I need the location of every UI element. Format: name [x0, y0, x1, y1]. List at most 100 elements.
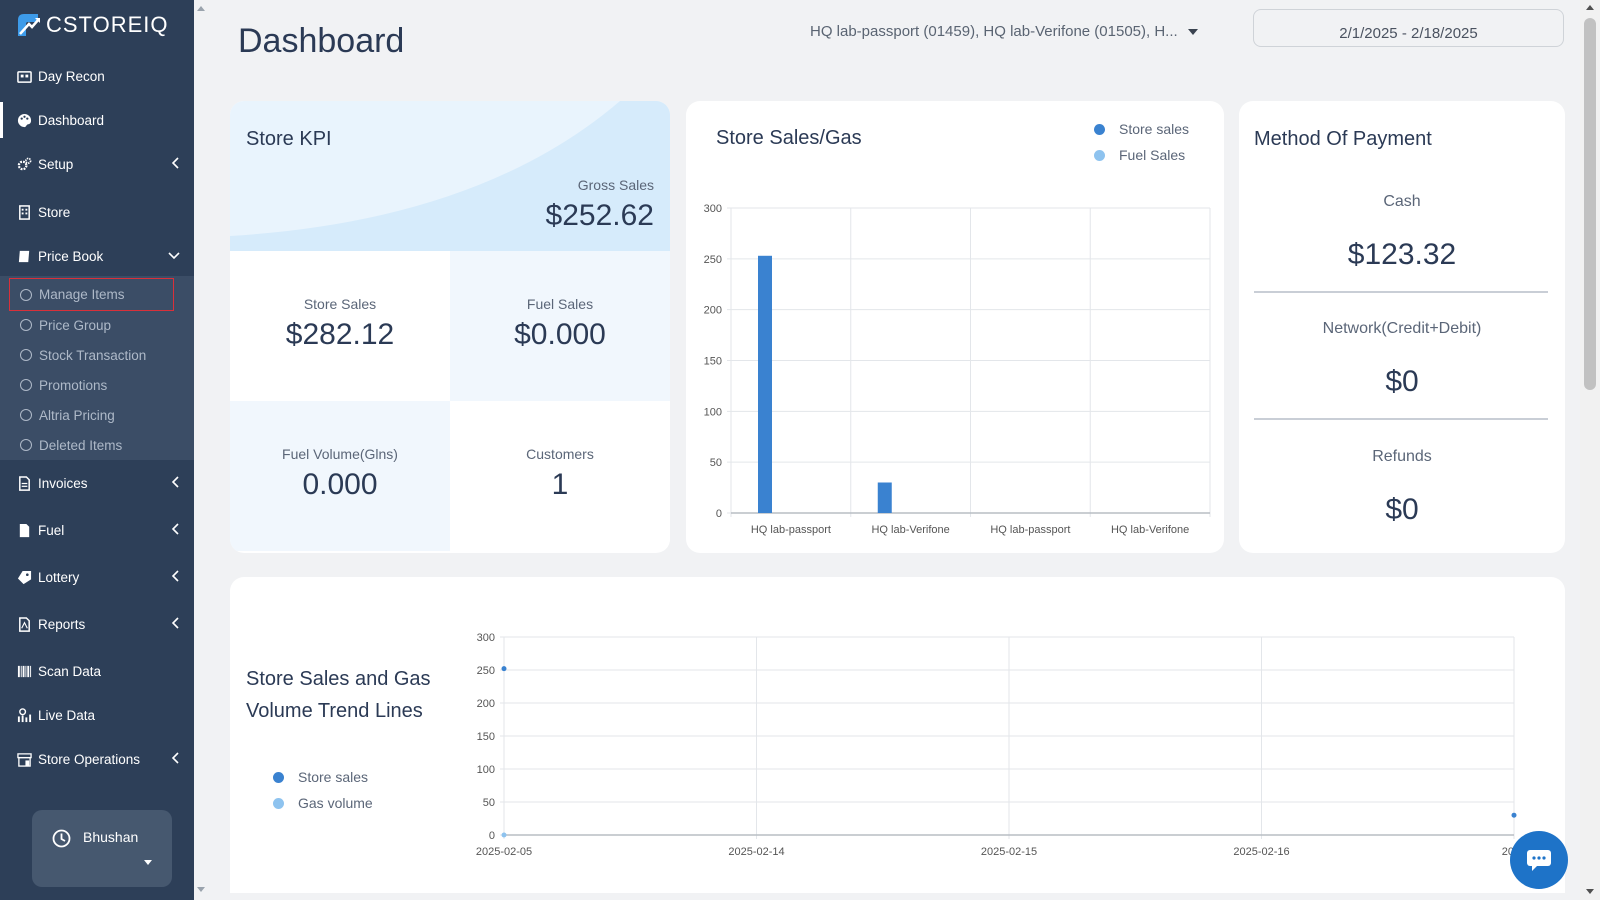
submenu-item-promotions[interactable]: Promotions — [0, 371, 194, 399]
sidebar-item-label: Reports — [38, 616, 86, 632]
trend-lines-card: Store Sales and Gas Volume Trend Lines S… — [230, 577, 1565, 893]
submenu-item-label: Manage Items — [39, 287, 125, 302]
chevron-left-icon — [171, 570, 179, 582]
user-name: Bhushan — [83, 829, 139, 845]
store-selector-value: HQ lab-passport (01459), HQ lab-Verifone… — [810, 23, 1178, 40]
scroll-up-icon[interactable] — [1586, 5, 1594, 10]
network-value: $0 — [1385, 365, 1419, 398]
submenu-item-deleted-items[interactable]: Deleted Items — [0, 431, 194, 459]
submenu-item-altria-pricing[interactable]: Altria Pricing — [0, 401, 194, 429]
fuel-sales-tile: Fuel Sales $0.000 — [450, 251, 670, 401]
circle-icon — [20, 439, 32, 451]
chevron-left-icon — [171, 476, 179, 488]
logo-icon — [18, 14, 40, 36]
y-tick-label: 0 — [489, 830, 495, 842]
barcode-icon — [17, 665, 32, 677]
page-title: Dashboard — [238, 22, 405, 60]
sidebar-item-invoices[interactable]: Invoices — [0, 465, 194, 501]
fuel-volume-value: 0.000 — [302, 468, 378, 501]
scrollbar-thumb[interactable] — [1584, 18, 1596, 390]
page-scrollbar[interactable] — [1580, 0, 1600, 900]
chevron-left-icon — [171, 523, 179, 535]
sidebar-item-live-data[interactable]: Live Data — [0, 697, 194, 733]
sidebar-item-label: Setup — [38, 156, 74, 172]
scroll-down-icon[interactable] — [1586, 889, 1594, 894]
network-label: Network(Credit+Debit) — [1322, 320, 1482, 337]
scroll-up-icon[interactable] — [197, 6, 205, 11]
store-selector[interactable]: HQ lab-passport (01459), HQ lab-Verifone… — [810, 23, 1198, 40]
sidebar-item-label: Invoices — [38, 475, 88, 491]
submenu-item-label: Deleted Items — [39, 437, 123, 453]
sidebar-item-label: Dashboard — [38, 112, 105, 128]
brand-logo[interactable]: CSTOREIQ — [16, 10, 169, 40]
cash-label: Cash — [1383, 193, 1421, 210]
user-menu[interactable]: Bhushan — [32, 810, 172, 887]
sidebar-item-day-recon[interactable]: Day Recon — [0, 58, 194, 94]
sidebar-item-fuel[interactable]: Fuel — [0, 512, 194, 548]
caret-down-icon[interactable] — [144, 860, 152, 865]
history-icon — [52, 829, 71, 848]
invoice-icon — [19, 475, 30, 491]
circle-icon — [20, 379, 32, 391]
bar — [758, 255, 772, 514]
sidebar-item-setup[interactable]: Setup — [0, 146, 194, 182]
store-sales-gas-card: Store Sales/Gas Store sales Fuel Sales 0… — [686, 101, 1224, 553]
legend-item-store-sales[interactable]: Store sales — [1094, 121, 1189, 137]
calendar-icon — [17, 70, 32, 83]
sidebar-item-dashboard[interactable]: Dashboard — [0, 102, 194, 138]
legend-item-store-sales[interactable]: Store sales — [273, 769, 368, 785]
submenu-item-stock-transaction[interactable]: Stock Transaction — [0, 341, 194, 369]
sidebar-item-label: Day Recon — [38, 68, 105, 84]
payment-card-title: Method Of Payment — [1254, 128, 1432, 150]
sidebar-item-lottery[interactable]: Lottery — [0, 559, 194, 595]
scroll-down-icon[interactable] — [197, 887, 205, 892]
chevron-left-icon — [171, 617, 179, 629]
y-tick-label: 200 — [704, 305, 722, 317]
date-range-picker[interactable]: 2/1/2025 - 2/18/2025 — [1253, 9, 1564, 47]
store-kpi-card: Store KPI Gross Sales $252.62 Store Sale… — [230, 101, 670, 553]
sidebar-item-reports[interactable]: Reports — [0, 606, 194, 642]
legend-item-gas-volume[interactable]: Gas volume — [273, 795, 373, 811]
legend-dot-icon — [1094, 149, 1105, 161]
submenu-item-manage-items[interactable]: Manage Items — [8, 277, 175, 312]
y-tick-label: 200 — [477, 698, 495, 710]
fuel-volume-label: Fuel Volume(Glns) — [282, 446, 398, 462]
refunds-label: Refunds — [1372, 448, 1432, 465]
x-tick-label: 2025-02-05 — [476, 846, 532, 858]
sidebar-item-store[interactable]: Store — [0, 194, 194, 230]
sidebar-item-scan-data[interactable]: Scan Data — [0, 653, 194, 689]
submenu-item-price-group[interactable]: Price Group — [0, 311, 194, 339]
gears-icon — [17, 157, 32, 170]
ticket-icon — [17, 570, 32, 584]
file-icon — [19, 523, 30, 537]
sidebar-item-price-book[interactable]: Price Book — [0, 238, 194, 274]
chevron-left-icon — [171, 157, 179, 169]
y-tick-label: 150 — [704, 356, 722, 368]
legend-label: Fuel Sales — [1119, 147, 1186, 163]
y-tick-label: 250 — [704, 254, 722, 266]
divider — [1254, 418, 1548, 420]
circle-icon — [20, 288, 32, 301]
y-tick-label: 300 — [477, 632, 495, 644]
legend-label: Gas volume — [298, 795, 373, 811]
y-tick-label: 250 — [477, 665, 495, 677]
y-tick-label: 50 — [483, 797, 495, 809]
chat-button[interactable] — [1510, 831, 1568, 889]
store-icon — [17, 752, 32, 767]
sidebar-scrollbar[interactable] — [194, 0, 208, 900]
kpi-card-title: Store KPI — [246, 128, 332, 150]
legend-label: Store sales — [1119, 121, 1190, 137]
gross-sales-panel: Store KPI Gross Sales $252.62 — [230, 101, 670, 251]
y-tick-label: 100 — [704, 406, 722, 418]
sidebar-item-label: Price Book — [38, 248, 104, 264]
sidebar: CSTOREIQ Day Recon Dashboard Setup Store… — [0, 0, 194, 900]
x-tick-label: HQ lab-Verifone — [871, 524, 949, 536]
sidebar-item-store-operations[interactable]: Store Operations — [0, 741, 194, 777]
fuel-volume-tile: Fuel Volume(Glns) 0.000 — [230, 401, 450, 551]
circle-icon — [20, 319, 32, 331]
legend-item-fuel-sales[interactable]: Fuel Sales — [1094, 147, 1185, 163]
y-tick-label: 150 — [477, 731, 495, 743]
store-sales-tile: Store Sales $282.12 — [230, 251, 450, 401]
sidebar-item-label: Live Data — [38, 707, 96, 723]
legend-label: Store sales — [298, 769, 369, 785]
